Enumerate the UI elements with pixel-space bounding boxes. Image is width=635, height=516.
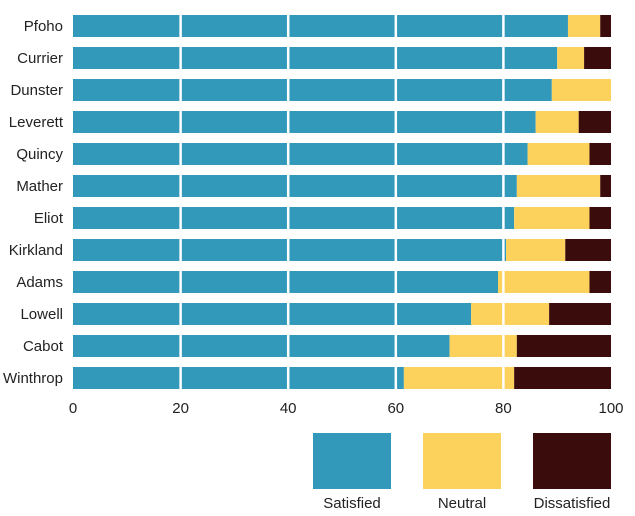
legend-label-satisfied: Satisfied — [323, 495, 381, 512]
category-label-leverett: Leverett — [9, 114, 64, 131]
bar-winthrop-neutral — [403, 367, 515, 389]
bar-quincy-neutral — [527, 143, 590, 165]
bar-quincy-satisfied — [73, 143, 528, 165]
bar-pfoho-satisfied — [73, 15, 568, 37]
category-label-adams: Adams — [16, 274, 63, 291]
bar-winthrop-dissatisfied — [514, 367, 611, 389]
category-label-eliot: Eliot — [34, 210, 64, 227]
bar-lowell-neutral — [471, 303, 550, 325]
legend-swatch-neutral — [423, 433, 501, 489]
category-labels: Pfoho Currier Dunster Leverett Quincy Mather E… — [3, 18, 64, 387]
bar-eliot-neutral — [514, 207, 590, 229]
x-tick-label-20: 20 — [172, 400, 189, 417]
bar-adams-satisfied — [73, 271, 499, 293]
bar-dunster-neutral — [551, 79, 611, 101]
x-tick-label-40: 40 — [280, 400, 297, 417]
bar-cabot-dissatisfied — [516, 335, 611, 357]
x-tick-label-100: 100 — [598, 400, 623, 417]
bar-pfoho-neutral — [567, 15, 601, 37]
category-label-pfoho: Pfoho — [24, 18, 63, 35]
bar-pfoho-dissatisfied — [600, 15, 611, 37]
category-label-mather: Mather — [16, 178, 63, 195]
bar-kirkland-satisfied — [73, 239, 507, 261]
bar-kirkland-neutral — [506, 239, 566, 261]
bar-mather-satisfied — [73, 175, 517, 197]
bar-kirkland-dissatisfied — [565, 239, 611, 261]
x-tick-label-60: 60 — [387, 400, 404, 417]
bar-dunster-satisfied — [73, 79, 552, 101]
bar-lowell-dissatisfied — [549, 303, 611, 325]
bar-adams-neutral — [498, 271, 590, 293]
x-axis-tick-labels: 0 20 40 60 80 100 — [69, 400, 624, 417]
bar-eliot-dissatisfied — [589, 207, 611, 229]
bar-currier-satisfied — [73, 47, 558, 69]
bar-cabot-satisfied — [73, 335, 450, 357]
legend-swatch-dissatisfied — [533, 433, 611, 489]
category-label-currier: Currier — [17, 50, 63, 67]
category-label-quincy: Quincy — [16, 146, 63, 163]
gridlines-layer — [179, 13, 505, 391]
bar-currier-neutral — [557, 47, 585, 69]
bar-adams-dissatisfied — [589, 271, 611, 293]
legend-label-neutral: Neutral — [438, 495, 486, 512]
category-label-lowell: Lowell — [20, 306, 63, 323]
category-label-dunster: Dunster — [10, 82, 63, 99]
bar-currier-dissatisfied — [584, 47, 611, 69]
category-label-winthrop: Winthrop — [3, 370, 63, 387]
bar-mather-dissatisfied — [600, 175, 611, 197]
bar-leverett-satisfied — [73, 111, 536, 133]
bar-leverett-dissatisfied — [578, 111, 611, 133]
bar-eliot-satisfied — [73, 207, 515, 229]
category-label-kirkland: Kirkland — [9, 242, 63, 259]
bars-layer — [73, 15, 611, 389]
bar-cabot-neutral — [449, 335, 517, 357]
bar-leverett-neutral — [535, 111, 579, 133]
legend: Satisfied Neutral Dissatisfied — [313, 433, 611, 512]
bar-quincy-dissatisfied — [589, 143, 611, 165]
legend-swatch-satisfied — [313, 433, 391, 489]
bar-lowell-satisfied — [73, 303, 472, 325]
category-label-cabot: Cabot — [23, 338, 64, 355]
bar-winthrop-satisfied — [73, 367, 404, 389]
x-tick-label-80: 80 — [495, 400, 512, 417]
legend-label-dissatisfied: Dissatisfied — [534, 495, 611, 512]
bar-mather-neutral — [516, 175, 601, 197]
x-tick-label-0: 0 — [69, 400, 77, 417]
